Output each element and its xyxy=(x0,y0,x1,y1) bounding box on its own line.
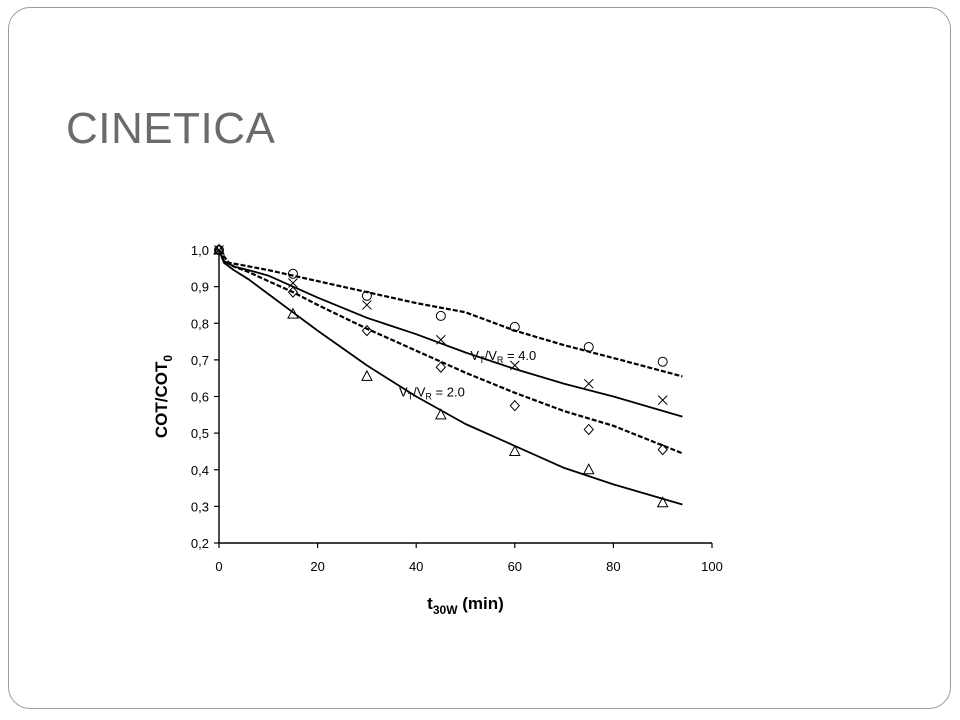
data-point-triangle xyxy=(361,369,373,381)
data-point-diamond xyxy=(435,361,447,373)
data-point-circle xyxy=(583,342,594,353)
x-tick-label: 20 xyxy=(310,559,324,574)
x-tick-label: 100 xyxy=(701,559,723,574)
data-point-x xyxy=(214,245,224,255)
y-tick-label: 0,5 xyxy=(191,426,209,441)
slide-title: CINETICA xyxy=(66,104,276,153)
y-tick-label: 0,9 xyxy=(191,280,209,295)
data-point-x xyxy=(288,278,298,288)
data-point-triangle xyxy=(582,463,595,475)
y-tick-label: 0,2 xyxy=(191,536,209,551)
data-point-triangle xyxy=(508,444,521,456)
data-point-triangle xyxy=(435,408,447,420)
data-point-circle xyxy=(361,290,372,301)
x-axis-label: t30W (min) xyxy=(427,594,504,617)
y-tick-label: 0,7 xyxy=(191,353,209,368)
data-point-circle xyxy=(287,268,298,279)
y-axis-label: COT/COT0 xyxy=(152,355,175,439)
data-point-diamond xyxy=(509,399,520,412)
fit-lines xyxy=(217,249,683,506)
chart-axes: 0,2 0,3 0,4 0,5 0,6 0,7 0,8 0,9 1,0 0 20 40 60 80 100 xyxy=(191,243,723,574)
x-tick-label: 80 xyxy=(606,559,620,574)
data-point-x xyxy=(435,334,446,345)
data-point-diamond xyxy=(361,324,373,337)
y-tick-label: 1,0 xyxy=(191,243,209,258)
annotation-vt-vr-4: VT/VR = 4.0 xyxy=(470,348,536,365)
chart-labels: t30W (min) COT/COT0 VT/VR = 4.0 VT/VR = 2.0 xyxy=(152,348,536,617)
fit-line-circle xyxy=(218,249,683,378)
data-points xyxy=(213,243,669,508)
data-point-triangle xyxy=(287,307,299,319)
data-point-x xyxy=(362,300,372,310)
data-point-triangle xyxy=(213,243,225,255)
data-point-triangle xyxy=(656,496,669,508)
x-tick-label: 0 xyxy=(215,559,222,574)
x-tick-label: 40 xyxy=(409,559,423,574)
data-point-circle xyxy=(509,321,520,332)
data-point-x xyxy=(657,395,668,406)
fit-line-diamond xyxy=(217,249,683,455)
data-point-diamond xyxy=(657,443,668,456)
data-point-diamond xyxy=(583,423,594,436)
y-tick-label: 0,3 xyxy=(191,499,209,514)
data-point-circle xyxy=(657,356,668,367)
fit-line-triangle xyxy=(218,249,683,506)
y-tick-label: 0,8 xyxy=(191,316,209,331)
y-tick-label: 0,6 xyxy=(191,390,209,405)
y-tick-label: 0,4 xyxy=(191,463,209,478)
x-tick-label: 60 xyxy=(508,559,522,574)
data-point-x xyxy=(509,360,520,371)
data-point-x xyxy=(583,378,594,389)
data-point-diamond xyxy=(287,286,299,298)
annotation-vt-vr-2: VT/VR = 2.0 xyxy=(399,385,465,402)
data-point-diamond xyxy=(213,244,225,256)
data-point-circle xyxy=(435,310,446,321)
